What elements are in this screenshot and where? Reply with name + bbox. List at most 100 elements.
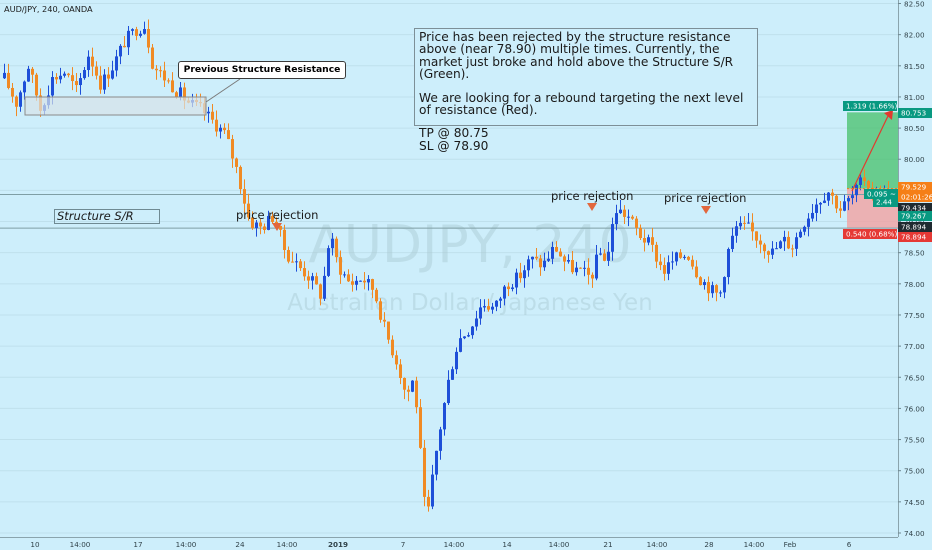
- candle-body: [143, 29, 146, 34]
- candle-body: [415, 380, 418, 408]
- target-distance-label: 1.319 (1.66%): [846, 102, 897, 111]
- price-label: 79.267: [901, 212, 926, 221]
- price-label: 02:01:26: [901, 193, 932, 202]
- candle-body: [503, 286, 506, 299]
- time-tick-label: 7: [401, 540, 406, 549]
- candle-body: [231, 139, 234, 159]
- price-axis[interactable]: 74.00 74.50 75.00 75.50 76.00 76.50 77.00 77.50…: [898, 0, 932, 550]
- candle-body: [675, 252, 678, 262]
- candle-body: [11, 87, 14, 97]
- candle-body: [223, 127, 226, 131]
- candle-body: [727, 248, 730, 278]
- price-tick-label: 78.50: [904, 249, 925, 258]
- rejection-arrow-1: [272, 223, 282, 231]
- candle-body: [655, 244, 658, 262]
- candle-body: [7, 72, 10, 88]
- time-tick-label: 24: [235, 540, 245, 549]
- candle-body: [663, 265, 666, 274]
- price-rejection-label-3[interactable]: price rejection: [664, 191, 747, 205]
- position-ratio-label: 0.095 ~: [867, 190, 896, 199]
- candle-body: [447, 379, 450, 404]
- price-label: 79.434: [901, 204, 927, 213]
- candle-body: [607, 251, 610, 261]
- price-label-bg: [898, 211, 932, 221]
- candle-body: [627, 216, 630, 218]
- candle-body: [635, 218, 638, 228]
- candle-body: [303, 268, 306, 277]
- candle-body: [543, 260, 546, 268]
- watermark-description: Australian Dollar / Japanese Yen: [287, 290, 653, 316]
- candle-body: [307, 276, 310, 281]
- candle-body: [323, 275, 326, 299]
- candle-body: [803, 226, 806, 232]
- candle-body: [771, 248, 774, 255]
- time-tick-label: 2019: [328, 540, 348, 549]
- candle-body: [707, 282, 710, 294]
- candle-body: [671, 261, 674, 263]
- candle-body: [391, 339, 394, 356]
- candle-body: [259, 222, 262, 227]
- candle-body: [623, 209, 626, 217]
- candle-body: [335, 238, 338, 258]
- candle-body: [563, 256, 566, 262]
- candle-body: [287, 250, 290, 262]
- time-tick-label: 14:00: [444, 540, 465, 549]
- candle-body: [751, 222, 754, 232]
- candle-body: [679, 252, 682, 258]
- price-tick-label: 75.00: [904, 467, 925, 476]
- candle-body: [831, 192, 834, 196]
- candle-body: [255, 222, 258, 229]
- time-tick-label: 14: [502, 540, 512, 549]
- previous-resistance-callout[interactable]: Previous Structure Resistance: [178, 61, 346, 79]
- candle-body: [583, 267, 586, 269]
- price-tick-label: 78.00: [904, 280, 925, 289]
- candle-body: [95, 66, 98, 76]
- candle-body: [615, 213, 618, 225]
- previous-resistance-box: [24, 96, 207, 116]
- callout-pointer: [205, 78, 241, 103]
- candle-body: [151, 47, 154, 69]
- candle-body: [55, 77, 58, 80]
- candle-body: [579, 267, 582, 269]
- watermark-symbol: AUDJPY, 240: [308, 215, 631, 275]
- price-tick-label: 77.50: [904, 311, 925, 320]
- candle-body: [763, 244, 766, 252]
- candle-body: [463, 336, 466, 339]
- candle-body: [783, 236, 786, 242]
- price-tick-label: 77.00: [904, 342, 925, 351]
- price-rejection-label-1[interactable]: price rejection: [236, 208, 319, 222]
- candle-body: [843, 201, 846, 211]
- time-tick-label: 21: [603, 540, 612, 549]
- candle-body: [3, 72, 6, 79]
- structure-sr-label[interactable]: Structure S/R: [54, 209, 160, 224]
- candle-body: [559, 251, 562, 257]
- time-axis[interactable]: 10 14:00 17 14:00 24 14:00 2019 7 14:00 14 14:00 21…: [0, 537, 932, 550]
- position-ratio-value-group: 2.44: [873, 197, 898, 207]
- analysis-note[interactable]: Price has been rejected by the structure…: [414, 28, 758, 152]
- candle-body: [291, 261, 294, 263]
- target-distance-label-bg: [843, 101, 897, 111]
- candle-body: [595, 254, 598, 279]
- candle-body: [395, 355, 398, 365]
- price-label-bg: [898, 222, 932, 232]
- candle-body: [507, 286, 510, 290]
- candle-body: [431, 474, 434, 507]
- candle-body: [79, 78, 82, 86]
- candle-body: [747, 222, 750, 224]
- price-tick-label: 82.00: [904, 31, 925, 40]
- note-take-profit: TP @ 80.75: [419, 126, 489, 141]
- time-tick-label: 14:00: [277, 540, 298, 549]
- candle-body: [75, 81, 78, 86]
- candle-body: [375, 289, 378, 302]
- candle-body: [691, 259, 694, 267]
- candle-body: [575, 267, 578, 273]
- price-tick-label: 74.50: [904, 498, 925, 507]
- symbol-watermark: AUDJPY, 240 Australian Dollar / Japanese…: [287, 215, 653, 316]
- candle-body: [71, 75, 74, 82]
- price-tick-label: 81.00: [904, 93, 925, 102]
- candle-body: [683, 256, 686, 258]
- price-rejection-label-2[interactable]: price rejection: [551, 189, 634, 203]
- price-label-bg: [898, 182, 932, 192]
- position-ratio-value: 2.44: [876, 198, 892, 207]
- candle-body: [499, 298, 502, 301]
